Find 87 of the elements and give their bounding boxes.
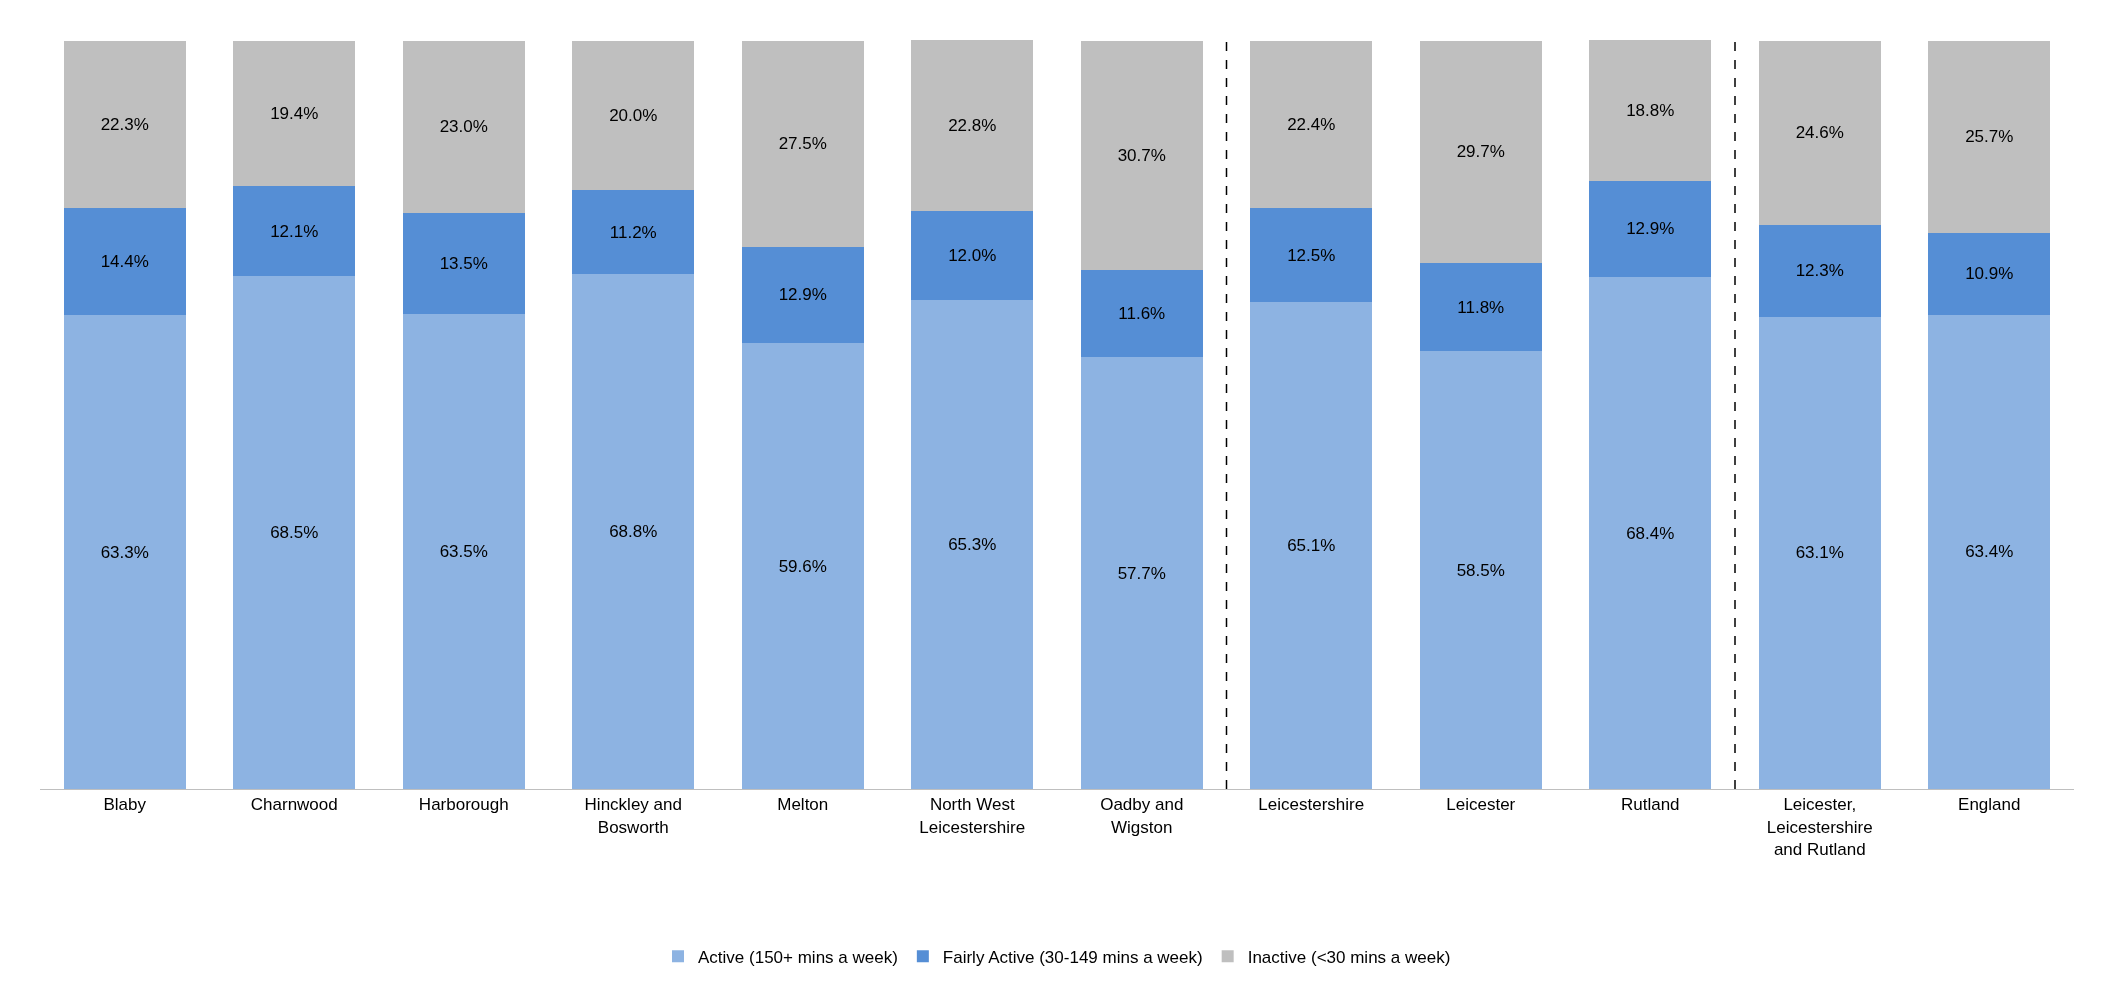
data-label: 59.6% — [778, 556, 827, 576]
bar — [1589, 40, 1712, 181]
bar — [63, 40, 186, 208]
bar — [233, 40, 356, 186]
data-label: 22.8% — [948, 115, 997, 135]
bar — [1758, 40, 1881, 225]
bar — [911, 300, 1034, 789]
bar — [1250, 301, 1373, 789]
data-label: 12.9% — [778, 285, 827, 305]
x-tick-label: Melton — [777, 795, 829, 815]
data-label: 11.2% — [609, 222, 657, 242]
bar — [1928, 233, 2051, 315]
data-label: 68.5% — [270, 523, 319, 543]
bar — [1758, 316, 1881, 789]
bar — [63, 315, 186, 789]
data-label: 22.4% — [1287, 115, 1336, 135]
bar — [911, 40, 1034, 211]
data-label: 14.4% — [100, 251, 149, 271]
bar — [1250, 40, 1373, 209]
bar — [741, 343, 864, 789]
bar — [233, 276, 356, 789]
x-tick-label: Rutland — [1620, 795, 1680, 815]
bar — [911, 210, 1034, 301]
data-label: 63.5% — [439, 541, 488, 561]
x-tick-label: Oadby and Wigston — [1100, 795, 1184, 837]
data-label: 12.0% — [948, 245, 997, 265]
x-tick-label: Charnwood — [250, 795, 338, 815]
x-tick-label: Leicester, Leicestershire and Rutland — [1766, 795, 1873, 859]
data-label: 20.0% — [609, 106, 658, 126]
legend-label: Inactive (<30 mins a week) — [1247, 947, 1451, 967]
data-label: 12.1% — [270, 221, 319, 241]
data-label: 22.3% — [100, 114, 149, 134]
data-label: 18.8% — [1626, 100, 1675, 120]
bar — [233, 185, 356, 277]
bar — [1419, 262, 1542, 352]
bar — [572, 40, 695, 191]
data-label: 68.8% — [609, 522, 658, 542]
bar — [1928, 40, 2051, 234]
x-tick-label: Leicester — [1446, 795, 1516, 815]
data-label: 30.7% — [1117, 146, 1166, 166]
bar — [63, 207, 186, 316]
data-label: 58.5% — [1456, 560, 1505, 580]
bar — [1419, 40, 1542, 263]
x-tick-label: Leicestershire — [1258, 795, 1365, 815]
bar — [1419, 351, 1542, 789]
data-label: 19.4% — [270, 103, 319, 123]
data-label: 12.5% — [1287, 245, 1336, 265]
data-label: 65.3% — [948, 535, 997, 555]
data-label: 63.3% — [100, 542, 149, 562]
bar — [741, 40, 864, 247]
data-label: 27.5% — [778, 134, 827, 154]
x-tick-label: North West Leicestershire — [919, 795, 1026, 837]
x-tick-label: Blaby — [103, 795, 147, 815]
bar — [402, 313, 525, 789]
x-tick-label: Hinckley and Bosworth — [584, 795, 682, 837]
bar — [1928, 314, 2051, 789]
bar — [1080, 270, 1203, 358]
bar — [1080, 357, 1203, 789]
data-label: 65.1% — [1287, 535, 1336, 555]
bar — [402, 212, 525, 314]
x-tick-label: England — [1958, 795, 2021, 815]
data-label: 12.3% — [1795, 261, 1844, 281]
data-label: 63.1% — [1795, 543, 1844, 563]
data-label: 12.9% — [1626, 219, 1675, 239]
bar — [1589, 277, 1712, 789]
bar — [1080, 40, 1203, 271]
legend-label: Active (150+ mins a week) — [698, 947, 898, 967]
data-label: 29.7% — [1456, 142, 1505, 162]
x-tick-label: Harborough — [418, 795, 509, 815]
data-label: 23.0% — [439, 117, 488, 137]
data-label: 25.7% — [1965, 127, 2014, 147]
data-label: 10.9% — [1965, 264, 2014, 284]
data-label: 24.6% — [1795, 123, 1844, 143]
data-label: 11.8% — [1457, 297, 1505, 317]
data-label: 57.7% — [1117, 563, 1166, 583]
bar — [1589, 180, 1712, 278]
legend-label: Fairly Active (30-149 mins a week) — [942, 947, 1203, 967]
bar — [402, 40, 525, 213]
bar — [572, 274, 695, 789]
data-label: 11.6% — [1118, 304, 1166, 324]
data-label: 13.5% — [439, 253, 488, 273]
data-label: 63.4% — [1965, 542, 2014, 562]
data-label: 68.4% — [1626, 523, 1675, 543]
bar — [1758, 224, 1881, 317]
bar — [572, 190, 695, 275]
bar — [1250, 208, 1373, 302]
bar — [741, 246, 864, 344]
